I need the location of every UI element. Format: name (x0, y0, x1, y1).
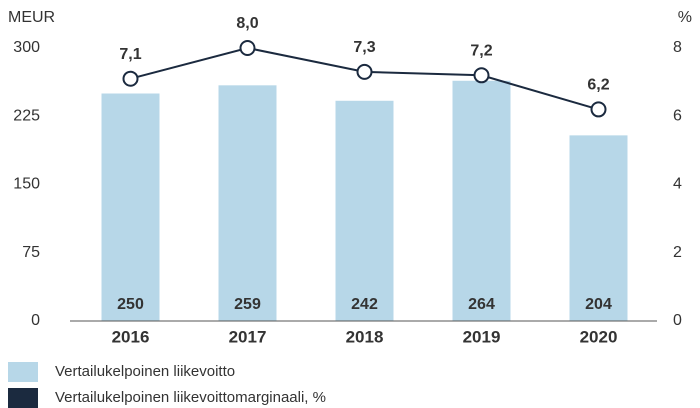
bar-value-label: 259 (234, 296, 261, 313)
line-marker (239, 40, 256, 56)
x-tick-label: 2017 (229, 327, 267, 346)
y-tick-label: 225 (13, 107, 40, 124)
x-tick-label: 2019 (463, 327, 501, 346)
line-marker (356, 63, 373, 80)
y2-tick-label: 4 (673, 176, 682, 193)
bar (218, 85, 277, 321)
line-value-label: 7,2 (470, 43, 492, 60)
bar-value-label: 264 (468, 296, 495, 313)
x-tick-label: 2018 (346, 327, 384, 346)
bar (101, 93, 160, 321)
x-tick-label: 2016 (112, 327, 150, 346)
bar-value-label: 242 (351, 296, 378, 313)
y-tick-label: 75 (22, 244, 40, 261)
legend-label: Vertailukelpoinen liikevoitto (55, 363, 235, 380)
line-marker (473, 67, 490, 84)
y2-axis-label: % (678, 9, 692, 26)
line-value-label: 7,1 (119, 46, 141, 63)
y2-tick-label: 2 (673, 244, 682, 261)
y2-tick-label: 6 (673, 107, 682, 124)
y2-tick-label: 0 (673, 312, 682, 329)
bar-value-label: 250 (117, 296, 144, 313)
legend-swatch (8, 362, 38, 382)
line-value-label: 6,2 (587, 77, 609, 94)
bar (452, 80, 511, 321)
legend-swatch (8, 388, 38, 408)
y2-tick-label: 8 (673, 39, 682, 56)
bar-value-label: 204 (585, 296, 612, 313)
x-tick-label: 2020 (580, 327, 618, 346)
y-tick-label: 150 (13, 176, 40, 193)
y-tick-label: 300 (13, 39, 40, 56)
bar (569, 135, 628, 321)
bar (335, 100, 394, 321)
legend-label: Vertailukelpoinen liikevoittomarginaali,… (55, 389, 326, 406)
line-value-label: 7,3 (353, 39, 375, 56)
line-marker (590, 101, 607, 118)
line-value-label: 8,0 (236, 15, 258, 32)
line-marker (122, 70, 139, 87)
y-tick-label: 0 (31, 312, 40, 329)
y-axis-label: MEUR (8, 9, 55, 26)
